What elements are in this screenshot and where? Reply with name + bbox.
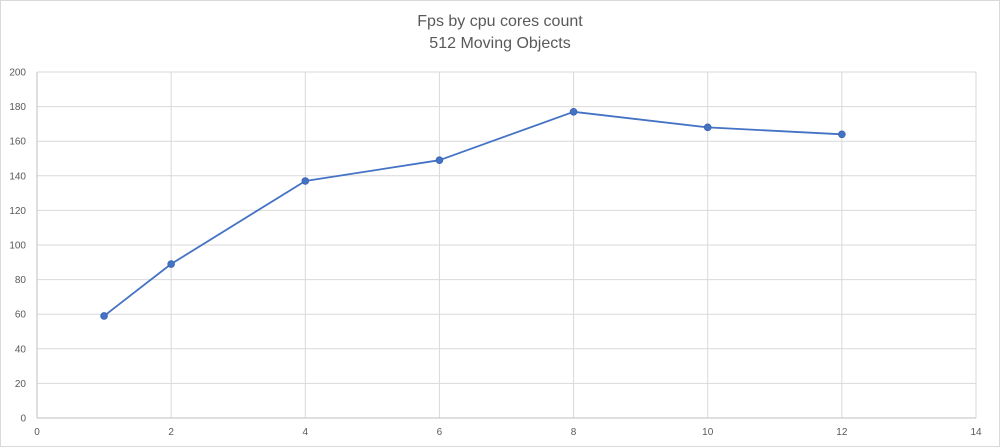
y-tick-label: 0 (20, 414, 26, 425)
tick-labels: 0 20 40 60 80 100 120 140 160 180 200 0 2 4 6 8 10 12 14 (9, 68, 982, 439)
data-point (301, 177, 310, 185)
data-point (569, 107, 578, 116)
data-point (838, 130, 846, 139)
y-tick-label: 180 (9, 102, 26, 113)
y-tick-label: 80 (15, 275, 27, 286)
chart-title: Fps by cpu cores count (417, 13, 583, 30)
y-tick-label: 60 (15, 310, 27, 321)
data-point (435, 156, 444, 165)
x-tick-label: 2 (168, 427, 174, 438)
series-line (103, 110, 842, 317)
y-tick-label: 160 (9, 137, 26, 148)
axes (36, 72, 976, 419)
data-point (100, 312, 108, 320)
y-tick-label: 140 (9, 171, 26, 182)
y-tick-label: 40 (15, 344, 27, 355)
x-tick-label: 6 (437, 427, 443, 438)
x-tick-label: 14 (970, 427, 982, 438)
grid (37, 71, 977, 418)
x-tick-label: 10 (702, 427, 714, 438)
x-tick-label: 0 (34, 427, 40, 438)
series-group (100, 107, 846, 320)
y-tick-label: 20 (15, 379, 27, 390)
x-tick-label: 4 (303, 427, 309, 438)
data-point (167, 260, 175, 268)
y-tick-label: 200 (9, 68, 26, 79)
chart-subtitle: 512 Moving Objects (429, 35, 571, 52)
y-tick-label: 100 (9, 241, 26, 252)
data-point (703, 123, 712, 132)
x-tick-label: 8 (571, 427, 577, 438)
x-tick-label: 12 (836, 427, 848, 438)
y-tick-label: 120 (9, 206, 26, 217)
